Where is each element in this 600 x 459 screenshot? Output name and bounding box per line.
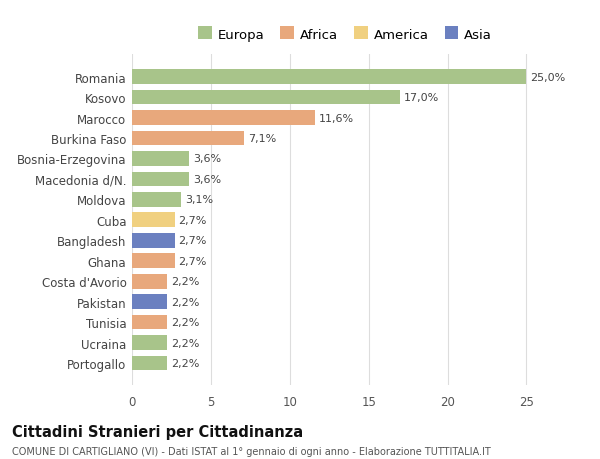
Bar (132, 213, 175, 228)
Text: Cittadini Stranieri per Cittadinanza: Cittadini Stranieri per Cittadinanza (12, 425, 303, 440)
Text: 25,0%: 25,0% (530, 73, 566, 83)
Text: 7,1%: 7,1% (248, 134, 276, 144)
Text: 2,7%: 2,7% (179, 256, 207, 266)
Text: 2,2%: 2,2% (170, 358, 199, 368)
Bar (132, 315, 167, 330)
Bar (132, 295, 167, 309)
Text: 3,6%: 3,6% (193, 174, 221, 185)
Bar (132, 131, 244, 146)
Text: 2,2%: 2,2% (170, 277, 199, 286)
Bar (132, 90, 400, 105)
Bar (132, 193, 181, 207)
Bar (132, 336, 167, 350)
Bar (132, 172, 189, 187)
Text: 2,2%: 2,2% (170, 317, 199, 327)
Text: 2,2%: 2,2% (170, 338, 199, 348)
Bar (132, 274, 167, 289)
Text: 3,1%: 3,1% (185, 195, 213, 205)
Text: 2,2%: 2,2% (170, 297, 199, 307)
Bar (132, 152, 189, 167)
Bar (132, 111, 315, 126)
Text: 2,7%: 2,7% (179, 215, 207, 225)
Bar (132, 70, 526, 85)
Text: 2,7%: 2,7% (179, 236, 207, 246)
Legend: Europa, Africa, America, Asia: Europa, Africa, America, Asia (198, 28, 492, 42)
Text: 11,6%: 11,6% (319, 113, 354, 123)
Text: 17,0%: 17,0% (404, 93, 439, 103)
Bar (132, 254, 175, 269)
Bar (132, 233, 175, 248)
Text: COMUNE DI CARTIGLIANO (VI) - Dati ISTAT al 1° gennaio di ogni anno - Elaborazion: COMUNE DI CARTIGLIANO (VI) - Dati ISTAT … (12, 446, 491, 456)
Text: 3,6%: 3,6% (193, 154, 221, 164)
Bar (132, 356, 167, 370)
